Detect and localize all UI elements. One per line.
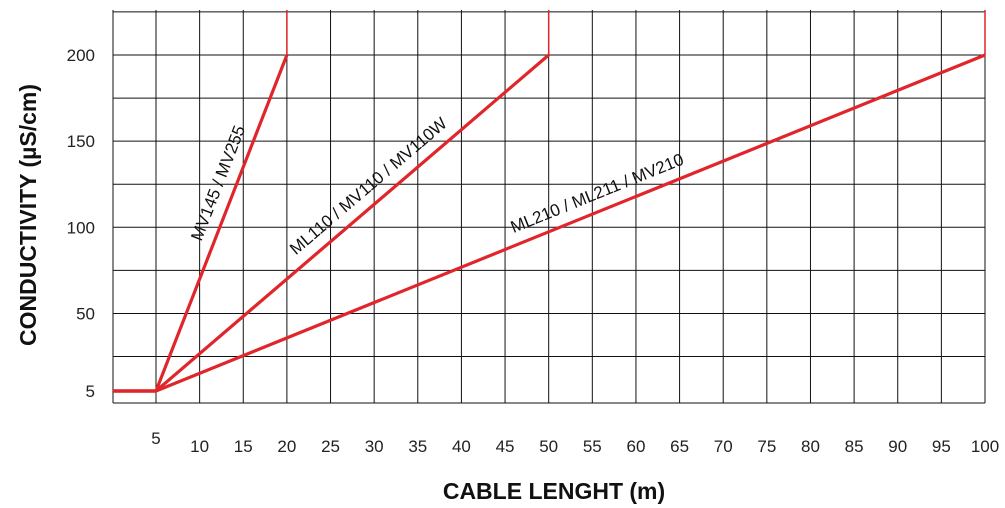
tick-labels: 5 50 100 150 200 5 10 15 20 25 30 35 40 45 50 55 60 65 70 7… [67,46,1000,456]
y-tick-label: 100 [67,218,95,237]
y-tick-label: 50 [76,304,95,323]
x-tick-label: 65 [670,437,689,456]
x-axis-title: CABLE LENGHT (m) [443,478,665,504]
x-tick-label: 75 [757,437,776,456]
x-tick-label: 90 [888,437,907,456]
x-tick-label: 45 [496,437,515,456]
series-line-3 [113,53,986,393]
x-tick-label: 55 [583,437,602,456]
y-tick-label: 200 [67,46,95,65]
series-lines [113,10,986,393]
grid [112,10,986,404]
x-tick-label: 95 [932,437,951,456]
x-tick-label: 30 [365,437,384,456]
x-tick-label: 25 [321,437,340,456]
x-tick-label: 40 [452,437,471,456]
x-tick-label: 80 [801,437,820,456]
y-axis-title: CONDUCTIVITY (µS/cm) [15,84,41,346]
x-tick-label: 85 [845,437,864,456]
x-tick-label: 5 [151,429,160,448]
x-tick-label: 15 [234,437,253,456]
x-tick-label: 35 [408,437,427,456]
x-tick-label: 60 [626,437,645,456]
y-tick-label: 5 [86,382,95,401]
x-tick-label: 10 [190,437,209,456]
x-tick-label: 50 [539,437,558,456]
x-tick-label: 20 [277,437,296,456]
series-label-2: ML110 / MV110 / MV110W [286,114,451,259]
series-label-3: ML210 / ML211 / MV210 [508,150,687,237]
y-tick-label: 150 [67,132,95,151]
series-labels: MV145 / MV255 ML110 / MV110 / MV110W ML210… [187,114,686,259]
x-tick-label: 100 [971,437,999,456]
x-tick-label: 70 [714,437,733,456]
